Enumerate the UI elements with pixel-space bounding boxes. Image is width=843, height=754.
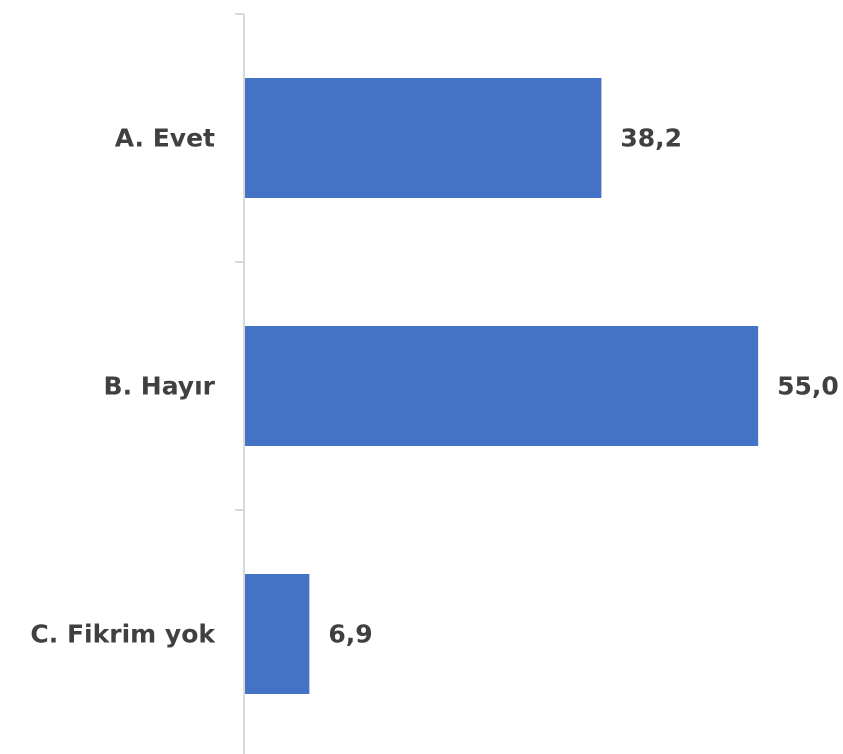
bar-3 bbox=[245, 574, 310, 694]
data-label: 55,0 bbox=[777, 372, 839, 401]
bars-group bbox=[245, 78, 759, 694]
labels-group: A. Evet 38,2 B. Hayır 55,0 C. Fikrim yok 6,9 bbox=[30, 124, 838, 649]
category-label: B. Hayır bbox=[104, 372, 216, 401]
bar-1 bbox=[245, 78, 602, 198]
category-axis bbox=[235, 13, 245, 754]
category-label: A. Evet bbox=[115, 124, 215, 153]
data-label: 6,9 bbox=[328, 620, 372, 649]
bar-2 bbox=[245, 326, 759, 446]
category-label: C. Fikrim yok bbox=[30, 620, 216, 649]
data-label: 38,2 bbox=[620, 124, 682, 153]
